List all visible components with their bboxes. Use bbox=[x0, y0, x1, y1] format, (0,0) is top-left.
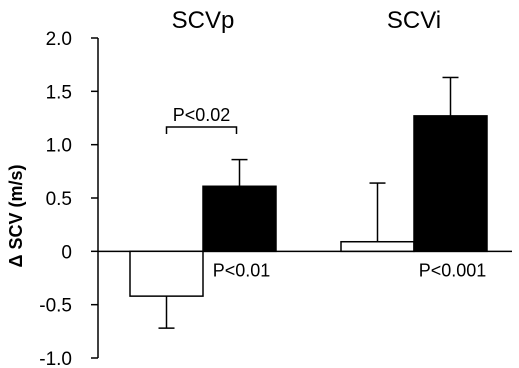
p-value-label: P<0.01 bbox=[213, 260, 271, 280]
y-tick-label: 1.0 bbox=[46, 136, 72, 157]
bracket-label: P<0.02 bbox=[173, 105, 231, 125]
y-axis-label: Δ SCV (m/s) bbox=[6, 165, 26, 268]
y-tick-label: 1.5 bbox=[46, 82, 72, 103]
bar bbox=[202, 185, 277, 253]
bar bbox=[340, 240, 415, 253]
y-tick-label: 0.5 bbox=[46, 189, 72, 210]
bar-layer bbox=[129, 76, 488, 329]
y-tick-label: -0.5 bbox=[39, 296, 72, 317]
significance-bracket bbox=[165, 126, 238, 134]
bar bbox=[129, 250, 204, 297]
y-tick-label: 2.0 bbox=[46, 29, 72, 50]
bar bbox=[413, 115, 488, 253]
panel-title: SCVi bbox=[387, 7, 441, 34]
panel-title: SCVp bbox=[172, 7, 235, 34]
y-tick-label: 0 bbox=[61, 242, 72, 263]
y-tick-label: -1.0 bbox=[39, 349, 72, 368]
p-value-label: P<0.001 bbox=[419, 260, 487, 280]
text-layer: 2.0 1.5 1.0 0.5 0 -0.5 -1.0 Δ SCV (m/s) SCVp P<0.… bbox=[6, 7, 486, 368]
